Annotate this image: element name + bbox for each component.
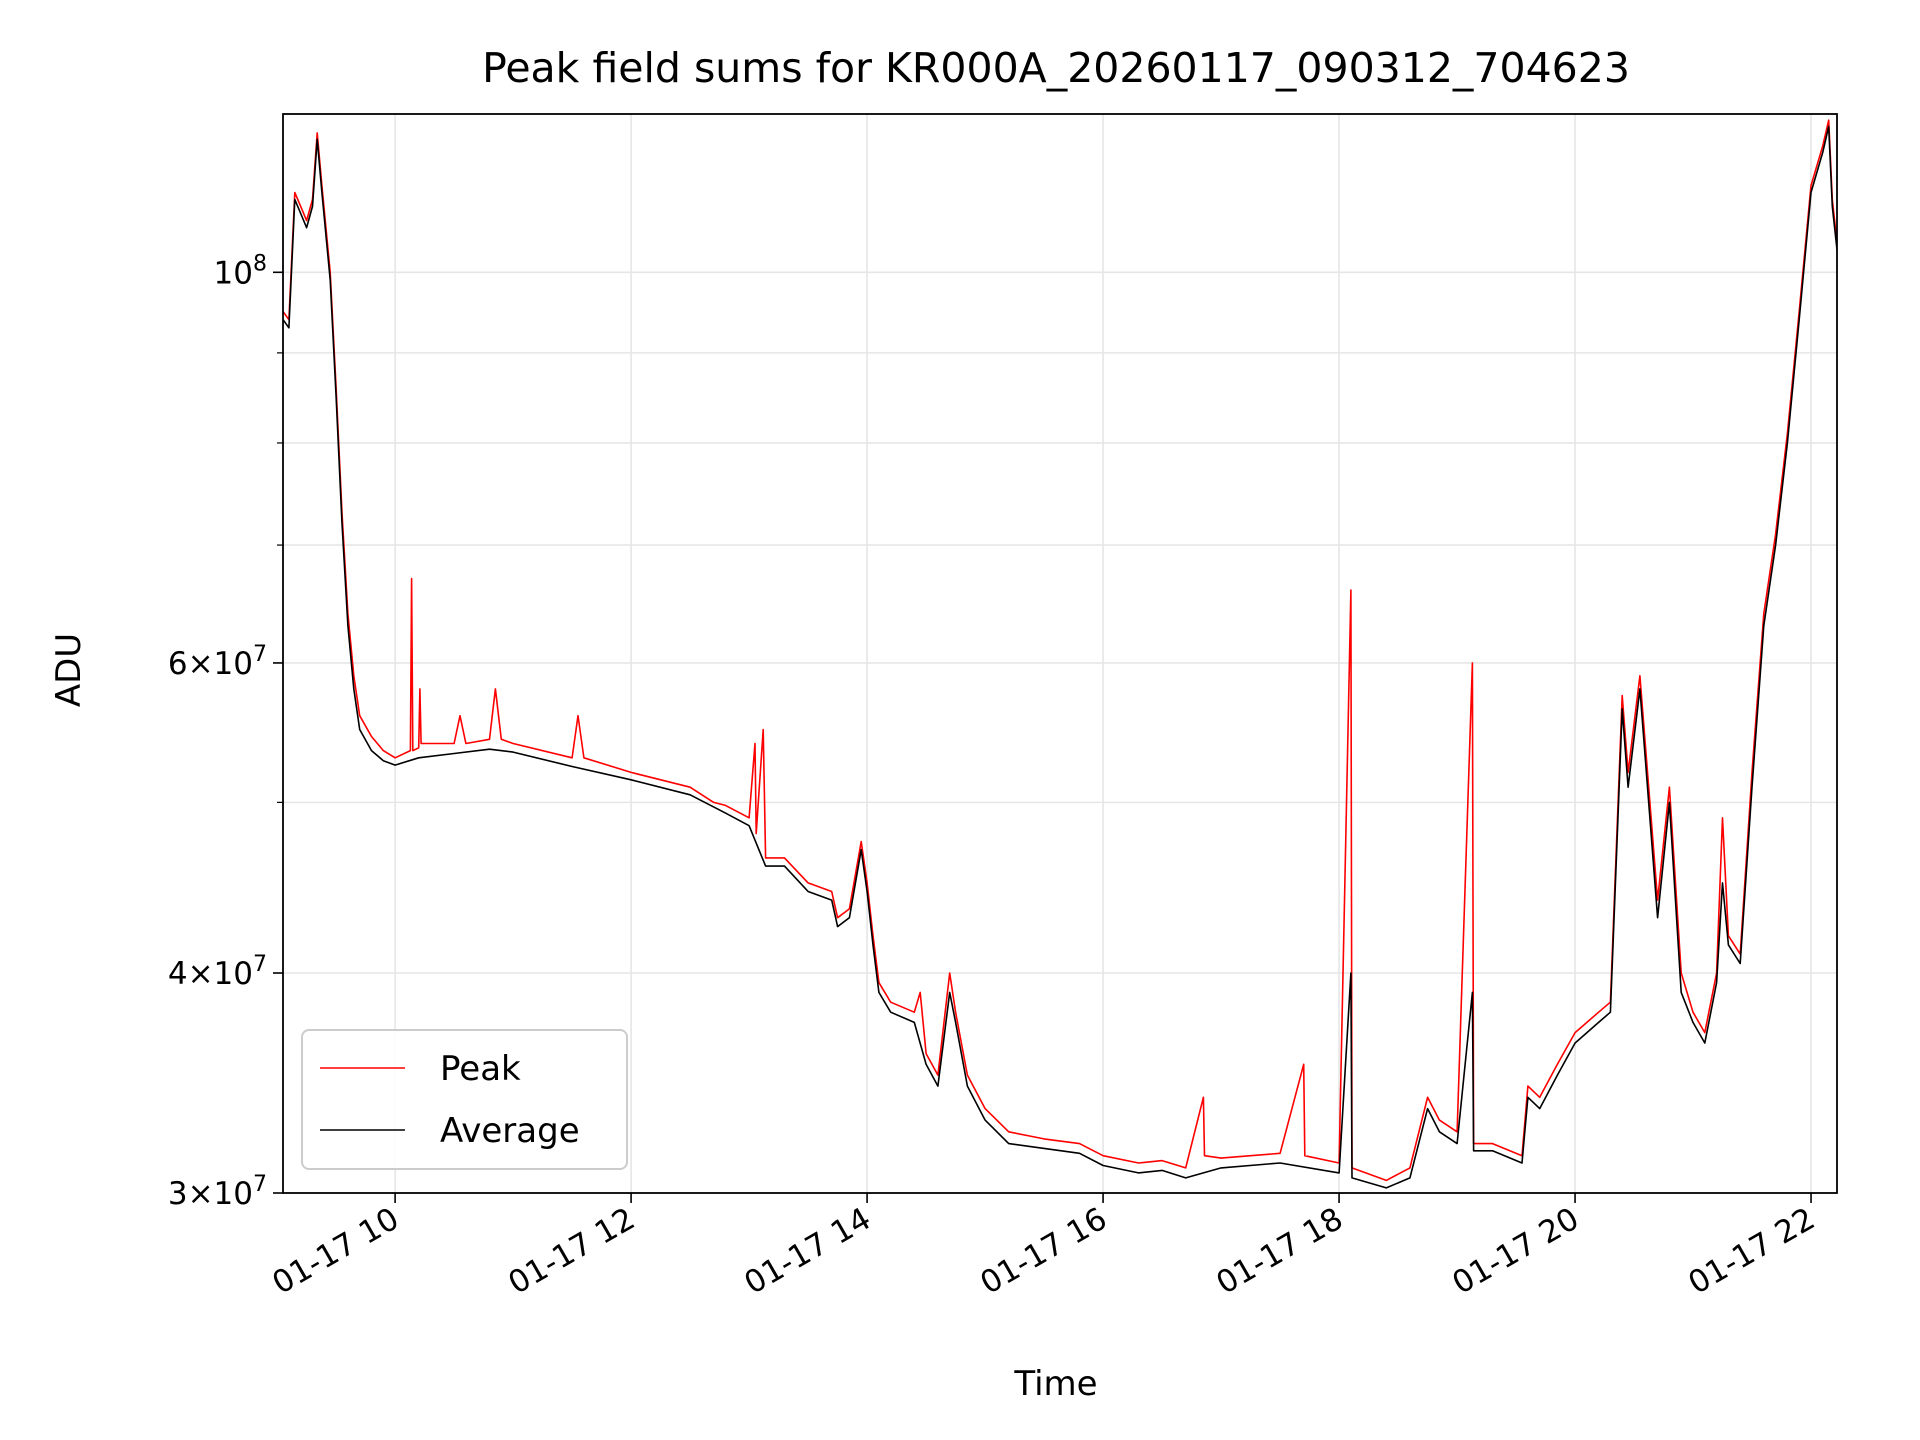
legend-box — [301, 1029, 628, 1170]
grid — [283, 114, 1837, 1193]
legend-average-label: Average — [440, 1111, 580, 1151]
chart-title: Peak field sums for KR000A_20260117_0903… — [482, 44, 1630, 92]
legend: Peak Average — [301, 1029, 628, 1170]
plot-series — [283, 119, 1837, 1189]
series-line-peak — [283, 119, 1837, 1182]
legend-peak-label: Peak — [440, 1049, 521, 1089]
y-tick-label: 4×107 — [168, 952, 267, 992]
y-tick-label: 3×107 — [168, 1172, 267, 1212]
x-axis-label: Time — [1013, 1364, 1097, 1404]
plot-frame — [282, 113, 1838, 1194]
series-line-average — [283, 125, 1837, 1189]
y-axis-label: ADU — [49, 633, 89, 707]
y-tick-label: 6×107 — [168, 642, 267, 682]
